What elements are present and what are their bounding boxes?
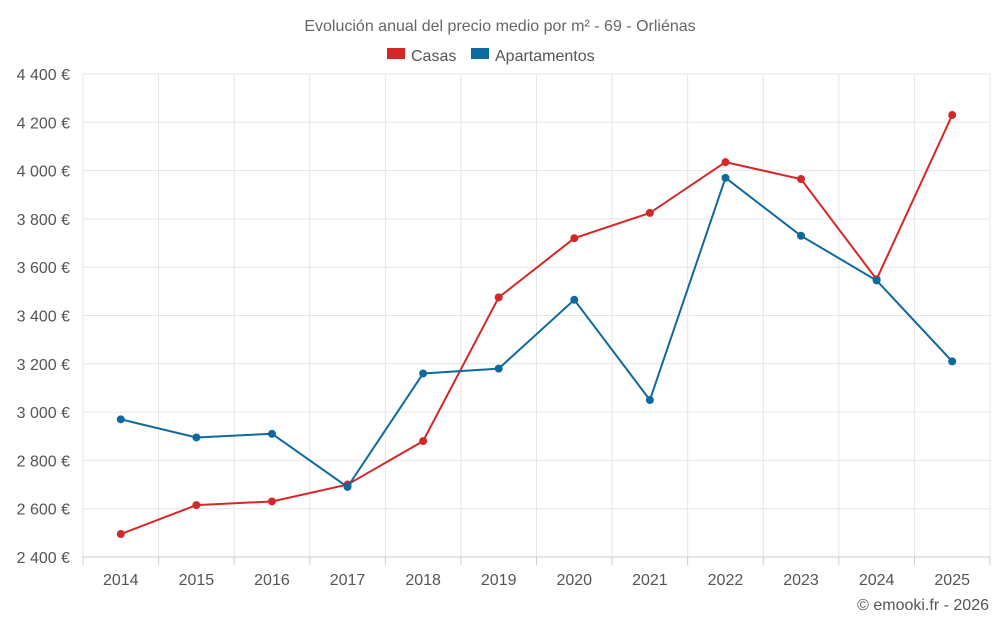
legend-label-casas[interactable]: Casas [411, 48, 456, 65]
x-tick-label-2014: 2014 [103, 572, 139, 589]
data-point-casas-2014[interactable] [116, 530, 125, 539]
data-point-apartamentos-2016[interactable] [267, 429, 276, 438]
data-point-apartamentos-2021[interactable] [645, 396, 654, 405]
data-point-casas-2015[interactable] [192, 501, 201, 510]
gridlines [82, 73, 991, 557]
axes: 2 400 € 2 600 € 2 800 € 3 000 € 3 200 € 3 400… [17, 67, 991, 589]
data-point-casas-2025[interactable] [948, 111, 957, 120]
credit-text: © emooki.fr - 2026 [857, 597, 989, 614]
y-tick-label: 3 800 € [17, 212, 70, 229]
y-tick-label: 2 400 € [17, 550, 70, 567]
data-point-apartamentos-2025[interactable] [948, 357, 957, 366]
data-point-apartamentos-2020[interactable] [570, 295, 579, 304]
x-tick-label-2025: 2025 [934, 572, 970, 589]
data-point-casas-2016[interactable] [267, 497, 276, 506]
x-tick-label-2020: 2020 [556, 572, 592, 589]
x-tick-label-2023: 2023 [783, 572, 819, 589]
series-line-apartamentos [120, 176, 953, 489]
data-point-casas-2023[interactable] [797, 175, 806, 184]
series-line-casas [120, 114, 954, 536]
chart-title: Evolución anual del precio medio por m² … [304, 18, 695, 35]
legend[interactable]: Casas Apartamentos [387, 48, 595, 65]
y-tick-label: 4 200 € [17, 115, 70, 132]
data-point-casas-2022[interactable] [721, 158, 730, 167]
series [116, 111, 957, 539]
x-tick-label-2017: 2017 [330, 572, 366, 589]
data-point-casas-2021[interactable] [645, 208, 654, 217]
legend-label-apartamentos[interactable]: Apartamentos [495, 48, 595, 65]
x-tick-label-2022: 2022 [708, 572, 744, 589]
y-tick-label: 2 800 € [17, 453, 70, 470]
data-point-casas-2018[interactable] [419, 437, 428, 446]
data-point-apartamentos-2023[interactable] [797, 231, 806, 240]
data-point-apartamentos-2017[interactable] [343, 482, 352, 491]
data-point-casas-2019[interactable] [494, 293, 503, 302]
legend-swatch-casas [387, 48, 405, 59]
y-tick-label: 3 600 € [17, 260, 70, 277]
y-tick-label: 2 600 € [17, 502, 70, 519]
x-tick-label-2019: 2019 [481, 572, 517, 589]
y-tick-label: 3 000 € [17, 405, 70, 422]
x-tick-label-2018: 2018 [405, 572, 441, 589]
data-point-apartamentos-2024[interactable] [872, 276, 881, 285]
y-tick-label: 3 400 € [17, 309, 70, 326]
data-point-apartamentos-2018[interactable] [419, 369, 428, 378]
y-tick-label: 3 200 € [17, 357, 70, 374]
data-point-apartamentos-2019[interactable] [494, 364, 503, 373]
y-tick-label: 4 000 € [17, 164, 70, 181]
x-tick-label-2016: 2016 [254, 572, 290, 589]
y-tick-label: 4 400 € [17, 67, 70, 84]
data-point-apartamentos-2014[interactable] [116, 415, 125, 424]
data-point-casas-2020[interactable] [570, 234, 579, 243]
x-tick-label-2024: 2024 [859, 572, 895, 589]
data-point-apartamentos-2015[interactable] [192, 433, 201, 442]
legend-swatch-apartamentos [471, 48, 489, 59]
data-point-apartamentos-2022[interactable] [721, 173, 730, 182]
x-tick-label-2021: 2021 [632, 572, 668, 589]
x-tick-label-2015: 2015 [179, 572, 215, 589]
